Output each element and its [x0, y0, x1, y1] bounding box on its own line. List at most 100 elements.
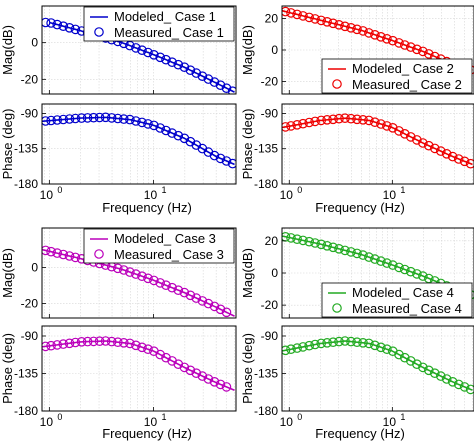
mag-measured-point [340, 21, 350, 32]
mag-measured-point [167, 282, 177, 293]
mag-measured-point [64, 22, 75, 33]
phase-measured-point [304, 117, 314, 128]
legend-box [321, 58, 473, 94]
phase-xlabel: Frequency (Hz) [315, 200, 405, 215]
mag-measured-point [364, 28, 374, 38]
phase-plot [42, 336, 235, 392]
phase-measured-point [100, 112, 111, 123]
mag-measured-point [173, 59, 184, 70]
phase-measured-point [459, 382, 470, 392]
phase-measured-point [316, 115, 326, 126]
mag-measured-point [42, 245, 51, 256]
legend-marker-swatch [94, 27, 104, 37]
phase-measured-point [119, 337, 129, 348]
mag-measured-point [70, 252, 81, 263]
mag-measured-point [209, 77, 220, 87]
phase-ytick-label: -135 [254, 142, 278, 156]
phase-measured-point [399, 352, 410, 363]
phase-measured-point [167, 128, 177, 138]
mag-measured-point [209, 301, 220, 312]
mag-measured-point [42, 17, 51, 28]
phase-measured-point [131, 340, 141, 351]
phase-ylabel: Phase (deg) [0, 333, 15, 404]
phase-measured-point [70, 337, 81, 348]
phase-measured-point [215, 379, 226, 390]
phase-measured-point [221, 382, 232, 392]
phase-ytick-label: -180 [254, 404, 278, 418]
phase-measured-point [106, 336, 117, 347]
mag-measured-point [197, 296, 208, 306]
mag-ytick-label: -20 [261, 298, 279, 312]
phase-measured-point [286, 344, 296, 354]
mag-ytick-label: -20 [21, 72, 39, 86]
phase-measured-point [52, 115, 62, 125]
mag-measured-point [215, 304, 226, 315]
mag-measured-point [64, 251, 75, 261]
phase-measured-point [292, 343, 302, 353]
phase-measured-point [215, 153, 226, 164]
mag-modeled-line [49, 21, 235, 93]
phase-xtick-label: 10 [40, 415, 54, 429]
phase-plot [282, 113, 474, 169]
phase-xtick-exponent: 0 [297, 185, 302, 195]
phase-measured-point [394, 126, 404, 136]
phase-measured-point [155, 349, 165, 360]
phase-measured-point [399, 129, 410, 139]
phase-measured-point [376, 342, 386, 353]
phase-ytick-label: -135 [14, 367, 38, 381]
mag-measured-point [382, 33, 392, 44]
mag-measured-point [119, 265, 129, 275]
mag-measured-point [304, 236, 314, 247]
phase-measured-point [352, 114, 362, 125]
mag-measured-point [310, 14, 320, 24]
phase-xtick-exponent: 1 [161, 412, 166, 422]
phase-measured-point [137, 117, 147, 128]
mag-ytick-label: 20 [265, 234, 279, 248]
phase-measured-point [429, 143, 440, 154]
legend-measured-label: Measured_ Case 1 [114, 25, 224, 40]
phase-measured-point [358, 115, 368, 125]
phase-measured-point [286, 121, 296, 131]
phase-measured-point [382, 344, 392, 354]
phase-grid [282, 104, 474, 185]
mag-measured-point [405, 266, 416, 277]
phase-ytick-label: -180 [254, 177, 278, 191]
mag-measured-point [328, 242, 338, 253]
mag-measured-point [334, 244, 344, 254]
mag-measured-point [185, 290, 196, 301]
legend-measured-label: Measured_ Case 2 [352, 77, 462, 92]
phase-axes-box [281, 325, 474, 412]
phase-measured-point [209, 376, 220, 387]
phase-ytick-label: -135 [14, 142, 38, 156]
phase-measured-point [149, 120, 159, 131]
mag-measured-point [412, 44, 422, 55]
phase-measured-point [58, 114, 69, 125]
phase-measured-point [161, 352, 171, 363]
mag-measured-point [125, 267, 135, 277]
mag-measured-point [352, 248, 362, 259]
mag-measured-point [376, 31, 386, 42]
mag-plot [42, 245, 235, 318]
mag-ylabel: Mag(dB) [0, 25, 15, 75]
mag-measured-point [46, 18, 56, 28]
legend-modeled-label: Modeled_ Case 3 [114, 231, 216, 246]
mag-measured-point [328, 18, 338, 29]
phase-measured-point [42, 341, 51, 352]
phase-measured-point [322, 337, 332, 348]
mag-measured-point [221, 83, 232, 93]
phase-axes-box [41, 103, 237, 185]
phase-xtick-label: 10 [40, 188, 54, 202]
phase-ytick-label: -90 [261, 329, 279, 343]
mag-measured-point [298, 11, 308, 21]
phase-measured-point [382, 121, 392, 131]
mag-measured-point [292, 234, 302, 244]
mag-measured-point [191, 68, 202, 78]
phase-measured-point [370, 340, 380, 351]
phase-measured-point [197, 371, 208, 381]
mag-measured-point [52, 19, 62, 30]
mag-ytick-label: 0 [31, 261, 38, 275]
phase-measured-point [346, 113, 356, 124]
phase-axes-box [41, 325, 237, 412]
phase-measured-point [131, 116, 141, 126]
mag-measured-point [387, 35, 398, 46]
